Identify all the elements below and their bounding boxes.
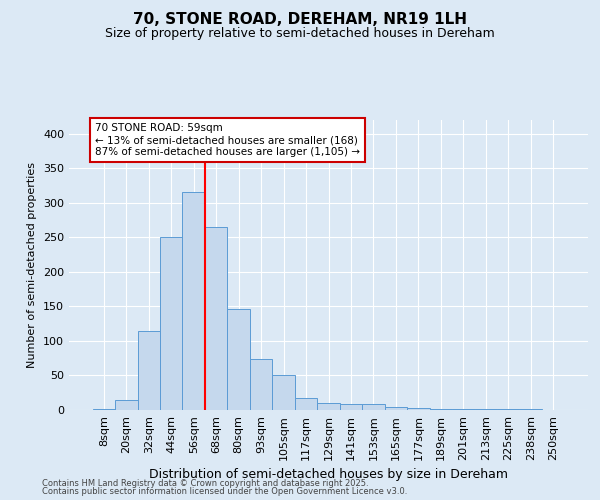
- Text: Contains HM Land Registry data © Crown copyright and database right 2025.: Contains HM Land Registry data © Crown c…: [42, 478, 368, 488]
- Bar: [92, 408, 115, 410]
- X-axis label: Distribution of semi-detached houses by size in Dereham: Distribution of semi-detached houses by …: [149, 468, 508, 481]
- Bar: [317, 403, 340, 410]
- Bar: [340, 404, 362, 410]
- Bar: [250, 359, 272, 410]
- Text: Contains public sector information licensed under the Open Government Licence v3: Contains public sector information licen…: [42, 487, 407, 496]
- Bar: [115, 400, 137, 410]
- Bar: [137, 330, 160, 410]
- Bar: [385, 406, 407, 410]
- Bar: [205, 227, 227, 410]
- Bar: [295, 398, 317, 410]
- Bar: [182, 192, 205, 410]
- Y-axis label: Number of semi-detached properties: Number of semi-detached properties: [28, 162, 37, 368]
- Bar: [362, 404, 385, 410]
- Bar: [227, 308, 250, 410]
- Bar: [407, 408, 430, 410]
- Text: Size of property relative to semi-detached houses in Dereham: Size of property relative to semi-detach…: [105, 28, 495, 40]
- Text: 70 STONE ROAD: 59sqm
← 13% of semi-detached houses are smaller (168)
87% of semi: 70 STONE ROAD: 59sqm ← 13% of semi-detac…: [95, 124, 360, 156]
- Bar: [475, 408, 497, 410]
- Bar: [160, 236, 182, 410]
- Bar: [272, 375, 295, 410]
- Text: 70, STONE ROAD, DEREHAM, NR19 1LH: 70, STONE ROAD, DEREHAM, NR19 1LH: [133, 12, 467, 28]
